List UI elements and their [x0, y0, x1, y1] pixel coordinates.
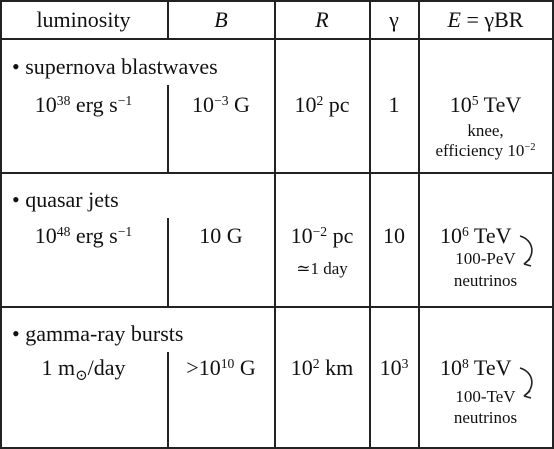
col-divider-lum-B-r1 [167, 85, 169, 174]
luminosity-value: 1048 erg s−1 [34, 223, 133, 248]
curved-arrow-icon [519, 235, 533, 267]
col-divider-lum-B-r3 [167, 352, 169, 449]
col-divider-lum-B-header [167, 0, 169, 40]
header-divider [0, 38, 554, 40]
col-divider-R-gamma [369, 0, 371, 449]
E-value: 108 TeV [440, 355, 512, 380]
luminosity-value: 1038 erg s−1 [34, 92, 133, 117]
row-title: • supernova blastwaves [12, 54, 218, 79]
R-note: ≃1 day [296, 259, 348, 278]
gamma-value: 1 [388, 92, 400, 117]
row-divider-1 [0, 172, 554, 174]
B-value: 10−3 G [192, 92, 250, 117]
row-title: • gamma-ray bursts [12, 321, 184, 346]
row-title: • quasar jets [12, 187, 119, 212]
header-B: B [214, 7, 228, 32]
E-value: 106 TeV [440, 223, 512, 248]
header-gamma: γ [389, 7, 399, 32]
E-note: knee, [467, 121, 504, 140]
row-divider-2 [0, 306, 554, 308]
sun-symbol: ⊙ [75, 368, 88, 384]
E-note: 100-TeV [455, 387, 516, 406]
B-value: 10 G [199, 223, 243, 248]
E-note: neutrinos [453, 408, 518, 427]
R-value: 102 pc [294, 92, 350, 117]
B-value: >1010 G [186, 355, 256, 380]
E-note: neutrinos [453, 271, 518, 290]
header-R: R [315, 7, 329, 32]
gamma-value: 10 [383, 223, 405, 248]
top-border [0, 0, 554, 2]
header-luminosity: luminosity [36, 7, 131, 32]
luminosity-value: 1 m⊙/day [41, 355, 126, 384]
col-divider-gamma-E [418, 0, 420, 449]
gamma-value: 103 [379, 355, 409, 380]
E-value: 105 TeV [449, 92, 522, 117]
left-border [0, 0, 2, 449]
bottom-border [0, 447, 554, 449]
header-E: E = γBR [447, 7, 524, 32]
col-divider-B-R [274, 0, 276, 449]
E-note: efficiency 10−2 [435, 141, 536, 160]
right-border [552, 0, 554, 449]
curved-arrow-icon [519, 367, 533, 399]
R-value: 102 km [290, 355, 354, 380]
R-value: 10−2 pc [290, 223, 354, 248]
col-divider-lum-B-r2 [167, 218, 169, 308]
E-note: 100-PeV [455, 249, 516, 268]
